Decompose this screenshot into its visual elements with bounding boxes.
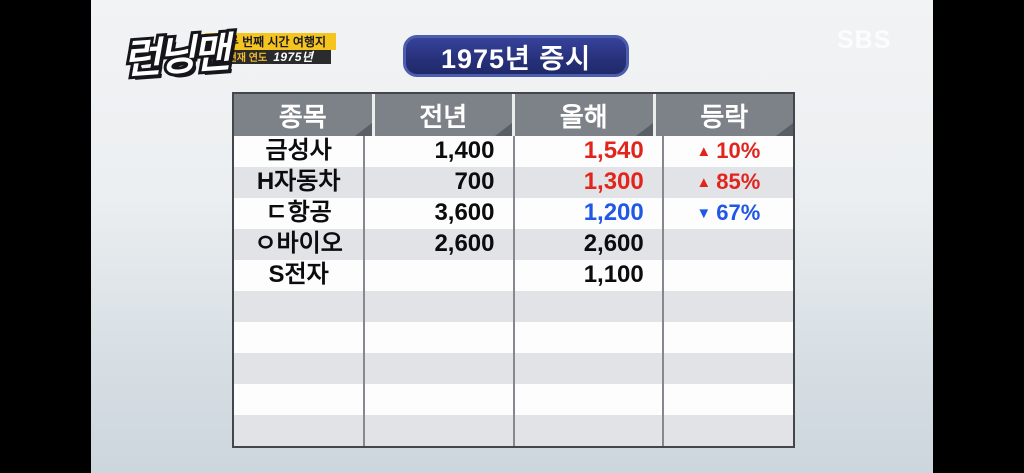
prev-year-cell — [363, 384, 512, 415]
table-row: 금성사 1,400 1,540 ▲ 10% — [234, 136, 793, 167]
table-row-empty — [234, 415, 793, 446]
this-year-cell: 1,300 — [512, 167, 662, 198]
pillarbox-left — [0, 0, 91, 473]
folded-corner-icon — [495, 123, 512, 136]
this-year-cell: 1,200 — [512, 198, 662, 229]
stock-name-cell — [234, 353, 363, 384]
stock-table: 종목 전년 올해 등락 금성사 1,400 1,540 ▲ 10% — [232, 92, 795, 448]
this-year-cell — [512, 415, 662, 446]
page-title: 1975년 증시 — [403, 35, 629, 77]
sbs-watermark: SBS — [837, 26, 892, 54]
header-label: 전년 — [419, 101, 468, 132]
stock-name-cell: H자동차 — [256, 168, 341, 195]
change-cell: ▲ 85% — [661, 167, 793, 198]
caption-banner-line2: 현재 연도 1975년 — [210, 50, 332, 64]
prev-year-cell: 700 — [363, 167, 512, 198]
change-cell — [661, 322, 793, 353]
prev-year-cell — [363, 322, 512, 353]
this-year-cell: 1,100 — [512, 260, 662, 291]
this-year-cell — [512, 291, 662, 322]
change-arrow-icon: ▲ — [696, 143, 712, 160]
stock-name-cell — [234, 291, 363, 322]
change-cell — [661, 353, 793, 384]
table-row: ㅇ바이오 2,600 2,600 — [234, 229, 793, 260]
change-cell — [661, 291, 793, 322]
this-year-cell: 1,540 — [512, 136, 662, 167]
prev-year-cell — [363, 260, 512, 291]
this-year-cell — [512, 322, 662, 353]
current-year-label: 현재 연도 — [227, 53, 268, 64]
caption-banner-line1: ▶ 두 번째 시간 여행지 — [205, 33, 337, 50]
table-row: S전자 1,100 — [234, 260, 793, 291]
stock-name-cell — [234, 384, 363, 415]
change-cell — [661, 384, 793, 415]
stock-name-cell — [234, 322, 363, 353]
current-year-value: 1975년 — [273, 50, 314, 64]
header-cell-stock: 종목 — [234, 94, 372, 136]
change-cell: ▲ 10% — [661, 136, 793, 167]
this-year-cell — [512, 353, 662, 384]
stock-name-cell: S전자 — [268, 261, 329, 288]
change-arrow-icon: ▲ — [696, 174, 712, 191]
table-header-row: 종목 전년 올해 등락 — [234, 94, 793, 136]
header-label: 종목 — [278, 101, 327, 132]
video-frame: 런닝맨 ▶ 두 번째 시간 여행지 현재 연도 1975년 1975년 증시 S… — [91, 0, 933, 473]
stock-name-cell: 금성사 — [265, 137, 332, 164]
header-label: 등락 — [700, 101, 749, 132]
prev-year-cell: 2,600 — [363, 229, 512, 260]
table-row: ㄷ항공 3,600 1,200 ▼ 67% — [234, 198, 793, 229]
change-value: 10% — [716, 138, 761, 163]
this-year-cell — [512, 384, 662, 415]
change-cell — [661, 260, 793, 291]
table-body: 금성사 1,400 1,540 ▲ 10% H자동차 700 1,300 ▲ 85%… — [234, 136, 793, 446]
change-value: 85% — [716, 169, 761, 194]
header-cell-this-year: 올해 — [512, 94, 653, 136]
prev-year-cell: 3,600 — [363, 198, 512, 229]
stock-name-cell: ㄷ항공 — [265, 199, 332, 226]
this-year-cell: 2,600 — [512, 229, 662, 260]
running-man-logo: 런닝맨 — [119, 26, 232, 85]
table-row-empty — [234, 353, 793, 384]
pillarbox-right — [933, 0, 1024, 473]
change-arrow-icon: ▼ — [696, 205, 712, 222]
header-label: 올해 — [559, 101, 608, 132]
header-cell-prev-year: 전년 — [371, 94, 512, 136]
prev-year-cell — [363, 415, 512, 446]
folded-corner-icon — [776, 123, 793, 136]
prev-year-cell — [363, 291, 512, 322]
stock-name-cell: ㅇ바이오 — [254, 230, 343, 257]
change-cell — [661, 229, 793, 260]
caption-banner-line1-text: 두 번째 시간 여행지 — [227, 34, 327, 49]
folded-corner-icon — [354, 123, 372, 136]
header-cell-change: 등락 — [652, 94, 793, 136]
play-arrow-icon: ▶ — [214, 35, 222, 46]
table-row-empty — [234, 384, 793, 415]
change-cell: ▼ 67% — [661, 198, 793, 229]
prev-year-cell — [363, 353, 512, 384]
folded-corner-icon — [635, 123, 653, 136]
change-cell — [661, 415, 793, 446]
table-row-empty — [234, 291, 793, 322]
table-row: H자동차 700 1,300 ▲ 85% — [234, 167, 793, 198]
table-row-empty — [234, 322, 793, 353]
stock-name-cell — [234, 415, 363, 446]
change-value: 67% — [716, 200, 761, 225]
caption-banner: ▶ 두 번째 시간 여행지 현재 연도 1975년 — [205, 33, 337, 64]
prev-year-cell: 1,400 — [363, 136, 512, 167]
